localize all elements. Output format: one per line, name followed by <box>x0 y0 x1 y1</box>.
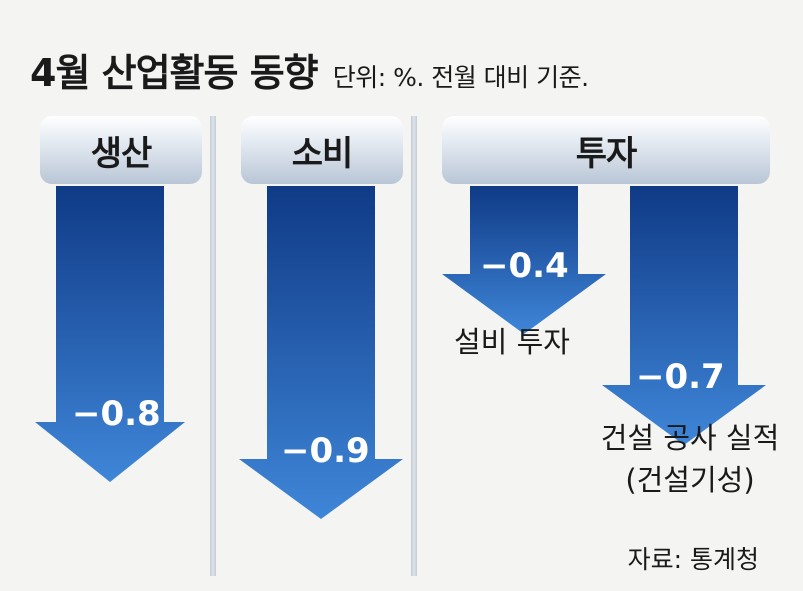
category-header-production: 생산 <box>40 116 202 184</box>
column-divider <box>411 116 417 576</box>
chart-title: 4월 산업활동 동향 <box>30 51 319 95</box>
category-header-investment: 투자 <box>442 116 770 184</box>
series-label: 건설 공사 실적 <box>601 421 780 455</box>
source-note: 자료: 통계청 <box>627 545 759 574</box>
arrow-bar <box>239 186 403 519</box>
value-label: −0.9 <box>281 431 370 471</box>
chart-header: 4월 산업활동 동향 단위: %. 전월 대비 기준. <box>30 42 589 97</box>
arrow-bar <box>602 186 766 445</box>
value-label: −0.4 <box>480 246 569 286</box>
chart-subtitle: 단위: %. 전월 대비 기준. <box>332 63 589 92</box>
column-divider <box>210 116 216 576</box>
arrow-bar <box>442 186 606 334</box>
value-label: −0.7 <box>636 357 725 397</box>
series-sublabel: (건설기성) <box>625 463 754 497</box>
category-header-consumption: 소비 <box>241 116 403 184</box>
arrow-bar <box>35 186 185 482</box>
series-label: 설비 투자 <box>454 325 570 359</box>
value-label: −0.8 <box>72 394 161 434</box>
